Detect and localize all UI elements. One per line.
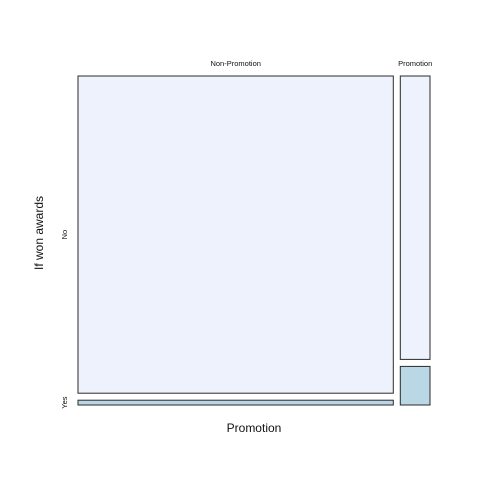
tile-promotion-no	[399, 75, 431, 360]
column-label-non-promotion: Non-Promotion	[210, 59, 260, 68]
y-axis-title: If won awards	[32, 196, 46, 270]
tile-non-promotion-no	[77, 75, 394, 394]
column-label-promotion: Promotion	[398, 59, 432, 68]
mosaic-tiles	[77, 75, 431, 406]
column-labels: Non-Promotion Promotion	[210, 59, 432, 68]
row-labels: No Yes	[60, 230, 69, 409]
row-label-no: No	[60, 230, 69, 240]
tile-promotion-yes	[399, 365, 431, 406]
x-axis-title: Promotion	[227, 421, 282, 435]
tile-non-promotion-yes	[77, 399, 394, 406]
row-label-yes: Yes	[60, 396, 69, 408]
